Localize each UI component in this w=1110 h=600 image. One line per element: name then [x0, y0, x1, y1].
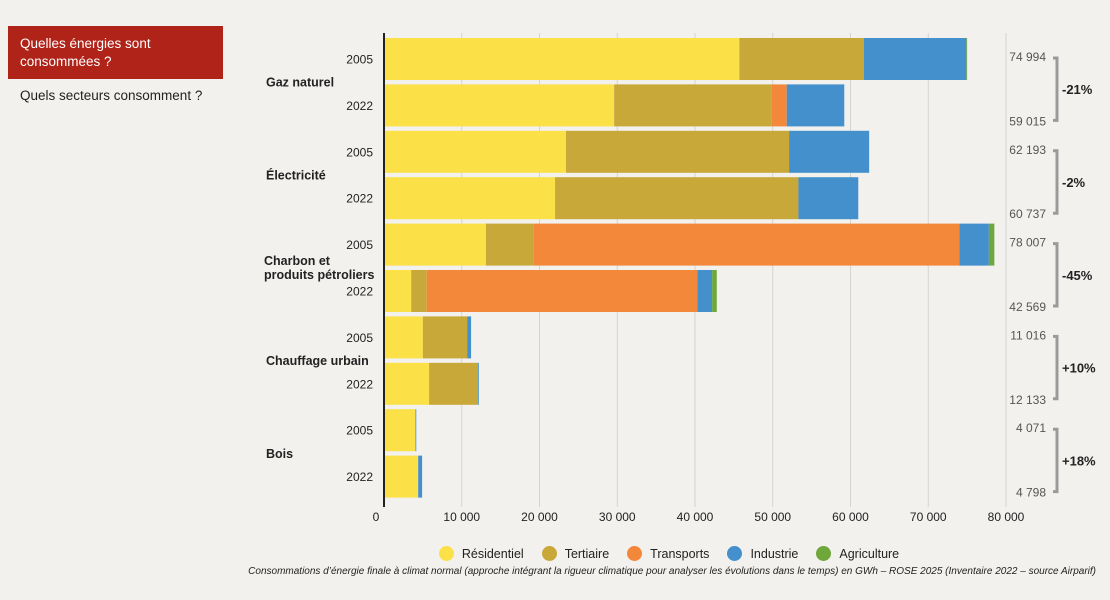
bar-segment — [384, 223, 486, 266]
bar-segment — [697, 270, 713, 312]
tab-energies-consommees[interactable]: Quelles énergies sont consommées ? — [8, 26, 223, 79]
legend-dot-icon — [438, 546, 454, 561]
x-tick-label: 70 000 — [910, 510, 947, 524]
bar-segment — [429, 362, 479, 405]
x-tick-label: 20 000 — [521, 510, 558, 524]
year-label: 2005 — [346, 145, 373, 159]
bar-segment — [533, 223, 960, 266]
bar-segment — [426, 270, 698, 312]
legend-item: Industrie — [727, 546, 798, 561]
change-bracket — [1053, 427, 1059, 494]
group-label: Gaz naturel — [266, 76, 334, 90]
x-tick-label: 50 000 — [754, 510, 791, 524]
total-label: 62 193 — [1009, 143, 1046, 157]
bar-segment — [863, 38, 967, 80]
total-label: 4 071 — [1016, 421, 1046, 435]
year-label: 2005 — [346, 53, 373, 67]
x-tick-label: 30 000 — [599, 510, 636, 524]
bar-segment — [384, 316, 423, 359]
legend-label: Industrie — [750, 546, 799, 561]
legend-item: Résidentiel — [438, 546, 524, 561]
year-label: 2005 — [346, 424, 373, 438]
tab-secteurs-consomment[interactable]: Quels secteurs consomment ? — [20, 88, 203, 103]
x-tick-label: 0 — [373, 510, 380, 524]
group-label: Électricité — [266, 168, 326, 183]
bar-segment — [384, 177, 556, 220]
year-label: 2022 — [346, 192, 373, 206]
bar-segment — [384, 270, 412, 312]
year-label: 2022 — [346, 470, 373, 484]
legend-dot-icon — [541, 546, 557, 561]
total-label: 60 737 — [1009, 207, 1046, 221]
change-label: +10% — [1062, 361, 1096, 376]
change-label: -2% — [1062, 175, 1086, 190]
bar-segment — [384, 409, 416, 452]
bar-segment — [411, 270, 427, 312]
bar-segment — [614, 84, 772, 127]
bar-segment — [467, 316, 472, 359]
bar-segment — [565, 130, 790, 173]
bar-segment — [384, 362, 430, 405]
bar-segment — [786, 84, 845, 127]
year-label: 2005 — [346, 331, 373, 345]
bar-segment — [555, 177, 799, 220]
bar-segment — [739, 38, 864, 80]
bar-segment — [966, 38, 968, 80]
chart-caption: Consommations d’énergie finale à climat … — [248, 566, 1096, 577]
total-label: 12 133 — [1009, 393, 1046, 407]
legend-dot-icon — [816, 546, 832, 561]
bar-segment — [384, 84, 615, 127]
bar-segment — [418, 455, 423, 498]
bar-segment — [415, 409, 417, 452]
year-label: 2022 — [346, 99, 373, 113]
group-label: Chauffage urbain — [266, 354, 369, 368]
year-label: 2022 — [346, 285, 373, 299]
stacked-bar-chart: 2005 2022 Gaz naturel 74 994 59 015 -21% 2005 2… — [264, 33, 1096, 524]
x-tick-label: 80 000 — [988, 510, 1025, 524]
total-label: 11 016 — [1010, 328, 1046, 342]
bar-segment — [478, 362, 479, 405]
legend-item: Agriculture — [816, 546, 899, 561]
bar-segment — [384, 455, 419, 498]
bar-segment — [988, 223, 995, 266]
total-label: 78 007 — [1009, 236, 1046, 250]
change-bracket — [1053, 242, 1059, 308]
legend-dot-icon — [727, 546, 743, 561]
change-label: -45% — [1062, 268, 1093, 283]
total-label: 4 798 — [1016, 486, 1046, 500]
bar-segment — [771, 84, 787, 127]
legend-dot-icon — [627, 546, 643, 561]
legend-item: Transports — [627, 546, 709, 561]
bar-segment — [384, 130, 566, 173]
year-label: 2022 — [346, 377, 373, 391]
change-label: -21% — [1062, 82, 1093, 97]
legend-label: Résidentiel — [461, 546, 524, 561]
x-tick-label: 40 000 — [677, 510, 714, 524]
group-label: Bois — [266, 447, 293, 461]
year-label: 2005 — [346, 238, 373, 252]
legend-item: Tertiaire — [541, 546, 610, 561]
bar-segment — [384, 38, 740, 80]
total-label: 59 015 — [1009, 114, 1046, 128]
change-bracket — [1053, 334, 1059, 401]
change-bracket — [1053, 56, 1059, 122]
legend-label: Transports — [650, 546, 710, 561]
change-label: +18% — [1062, 453, 1096, 468]
change-bracket — [1053, 149, 1059, 215]
chart-legend: Résidentiel Tertiaire Transports Industrie A… — [0, 546, 1110, 561]
x-tick-label: 10 000 — [443, 510, 480, 524]
bar-segment — [789, 130, 870, 173]
total-label: 42 569 — [1009, 300, 1046, 314]
bar-segment — [485, 223, 534, 266]
total-label: 74 994 — [1009, 50, 1046, 64]
bar-segment — [422, 316, 468, 359]
group-label: Charbon et produits pétroliers — [264, 254, 374, 282]
x-tick-label: 60 000 — [832, 510, 869, 524]
bar-segment — [798, 177, 859, 220]
legend-label: Tertiaire — [564, 546, 610, 561]
legend-label: Agriculture — [839, 546, 900, 561]
bar-segment — [712, 270, 717, 312]
bar-segment — [959, 223, 989, 266]
